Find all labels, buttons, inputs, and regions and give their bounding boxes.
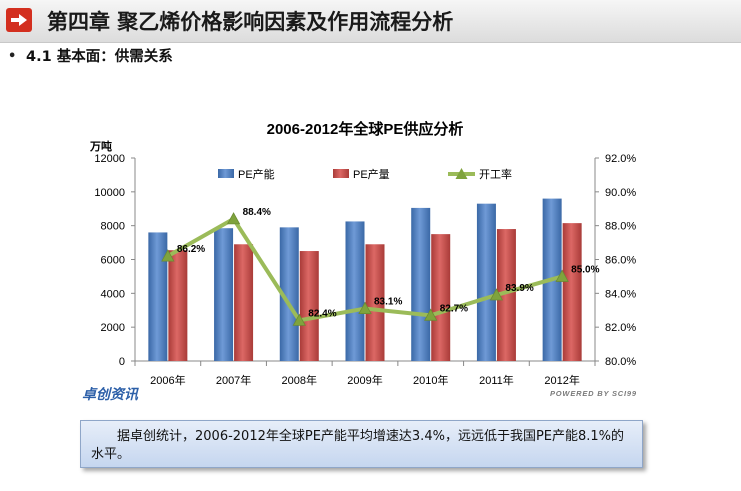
capacity-bar — [214, 228, 234, 361]
left-tick-label: 4000 — [101, 288, 125, 300]
powered-by-text: POWERED BY SCI99 — [550, 389, 637, 398]
right-tick-label: 80.0% — [605, 356, 636, 368]
utilization-marker — [555, 269, 569, 282]
utilization-data-label: 86.2% — [177, 244, 205, 255]
utilization-marker — [292, 313, 306, 326]
x-tick-label: 2007年 — [216, 373, 251, 387]
output-bar — [299, 251, 319, 361]
capacity-bar — [476, 203, 496, 361]
left-tick-label: 0 — [119, 356, 125, 368]
utilization-data-label: 82.7% — [440, 303, 468, 314]
right-tick-label: 82.0% — [605, 322, 636, 334]
legend-output-swatch — [333, 169, 349, 178]
bullet-icon: • — [8, 49, 17, 64]
x-tick-label: 2008年 — [282, 373, 317, 387]
utilization-data-label: 82.4% — [308, 308, 336, 319]
section-title: 4.1 基本面：供需关系 — [26, 49, 173, 65]
left-tick-label: 2000 — [101, 322, 125, 334]
arrow-right-icon — [6, 8, 32, 32]
capacity-bar — [148, 232, 168, 361]
legend-utilization-label: 开工率 — [479, 167, 512, 181]
y-axis-unit-label: 万吨 — [89, 139, 112, 153]
output-bar — [234, 244, 254, 361]
legend-capacity-swatch — [218, 169, 234, 178]
x-tick-label: 2009年 — [347, 373, 382, 387]
x-tick-label: 2011年 — [479, 373, 514, 387]
right-tick-label: 86.0% — [605, 255, 636, 267]
left-tick-label: 6000 — [101, 255, 125, 267]
capacity-bar — [411, 207, 431, 361]
utilization-marker — [226, 212, 241, 225]
utilization-marker — [489, 288, 504, 301]
output-bar — [365, 244, 385, 361]
utilization-data-label: 85.0% — [571, 264, 599, 275]
right-tick-label: 90.0% — [605, 187, 636, 199]
capacity-bar — [279, 227, 299, 361]
utilization-marker — [161, 249, 175, 262]
x-tick-label: 2010年 — [413, 373, 448, 387]
brand-logo-text: 卓创资讯 — [82, 386, 139, 402]
left-tick-label: 12000 — [94, 153, 125, 165]
page-title: 第四章 聚乙烯价格影响因素及作用流程分析 — [47, 10, 454, 34]
output-bar — [431, 234, 451, 361]
utilization-data-label: 88.4% — [243, 207, 271, 218]
header-bar: 第四章 聚乙烯价格影响因素及作用流程分析 — [0, 0, 741, 43]
legend-utilization-marker — [455, 168, 468, 179]
caption-text: 据卓创统计，2006-2012年全球PE产能平均增速达3.4%，远远低于我国PE… — [91, 429, 625, 462]
output-bar — [168, 250, 188, 361]
left-tick-label: 8000 — [101, 221, 125, 233]
x-tick-label: 2012年 — [544, 373, 579, 387]
utilization-marker — [424, 308, 438, 321]
right-tick-label: 84.0% — [605, 288, 636, 300]
chart-container: 2006-2012年全球PE供应分析万吨 0 2000 4000 6000 8000 100… — [70, 108, 670, 418]
legend-output-label: PE产量 — [353, 167, 390, 181]
right-tick-label: 92.0% — [605, 153, 636, 165]
utilization-data-label: 83.9% — [505, 283, 533, 294]
x-tick-label: 2006年 — [150, 373, 185, 387]
capacity-bar — [345, 221, 365, 361]
utilization-marker — [358, 301, 372, 314]
legend-capacity-label: PE产能 — [238, 167, 275, 181]
output-bar — [496, 229, 516, 361]
output-bar — [562, 223, 582, 361]
caption-box: 据卓创统计，2006-2012年全球PE产能平均增速达3.4%，远远低于我国PE… — [80, 420, 643, 468]
right-tick-label: 88.0% — [605, 221, 636, 233]
chart-title: 2006-2012年全球PE供应分析 — [267, 120, 464, 138]
left-tick-label: 10000 — [94, 187, 125, 199]
utilization-data-label: 83.1% — [374, 297, 402, 308]
